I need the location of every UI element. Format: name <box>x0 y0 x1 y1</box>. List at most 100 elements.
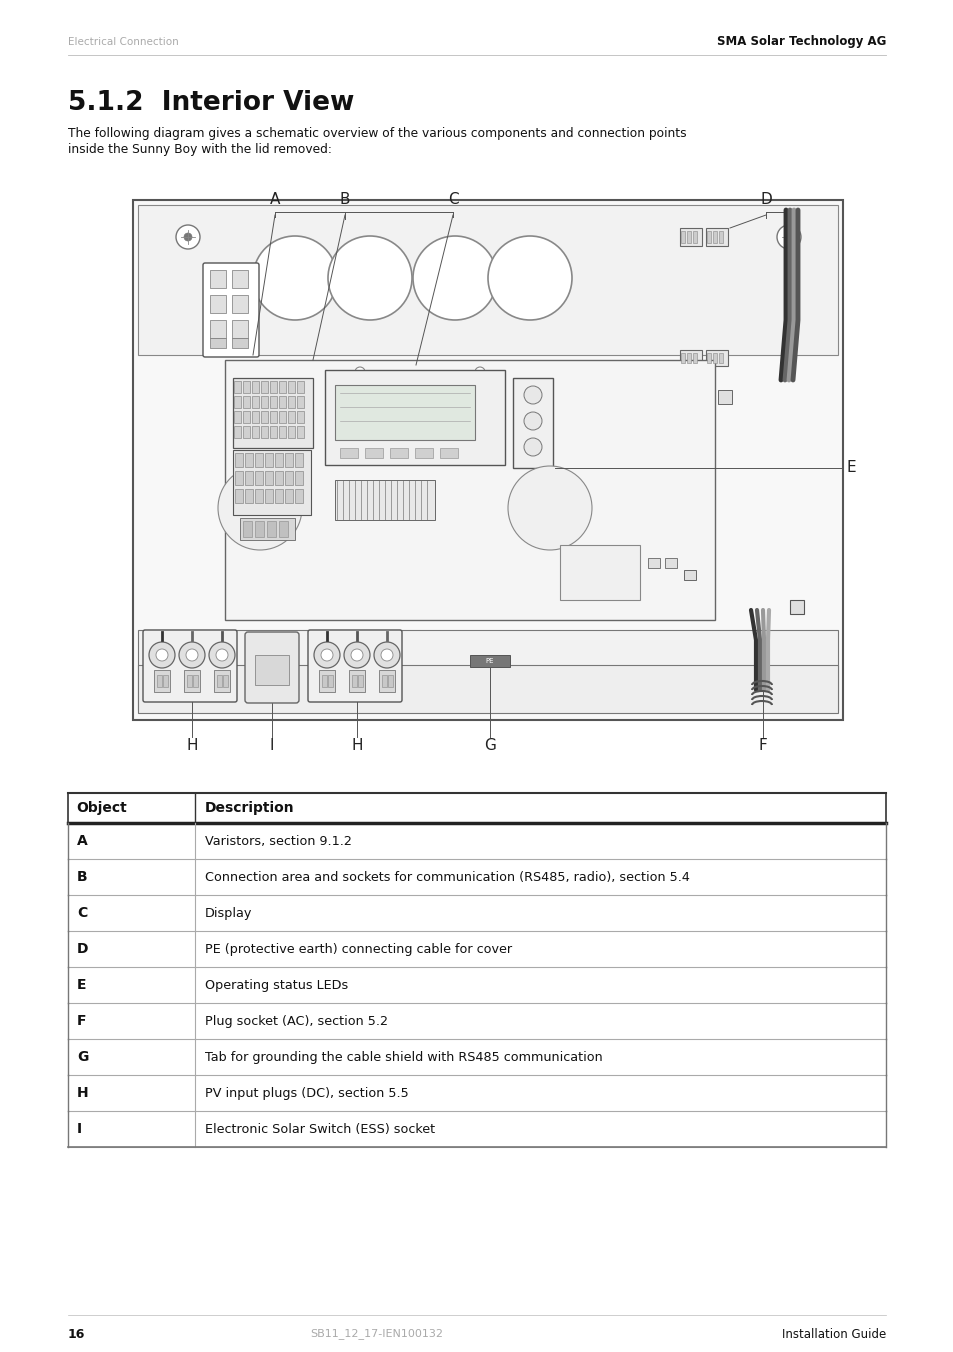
Circle shape <box>523 412 541 430</box>
Bar <box>270 411 276 423</box>
Circle shape <box>523 387 541 404</box>
Bar <box>233 411 241 423</box>
Bar <box>232 270 248 288</box>
Text: Tab for grounding the cable shield with RS485 communication: Tab for grounding the cable shield with … <box>205 1051 602 1064</box>
Bar <box>274 453 283 466</box>
Text: C: C <box>447 192 457 207</box>
Bar <box>513 379 553 468</box>
Circle shape <box>784 233 792 241</box>
Bar <box>470 654 510 667</box>
Text: G: G <box>483 737 496 753</box>
Bar <box>252 396 258 408</box>
Text: B: B <box>77 869 88 884</box>
Bar <box>233 379 313 448</box>
Bar <box>252 381 258 393</box>
Bar <box>288 426 294 438</box>
Bar <box>439 448 457 458</box>
Text: Operating status LEDs: Operating status LEDs <box>205 979 348 991</box>
Circle shape <box>175 224 200 249</box>
Circle shape <box>344 642 370 668</box>
Bar <box>288 411 294 423</box>
Bar <box>294 453 303 466</box>
Bar <box>647 558 659 568</box>
Text: SMA Solar Technology AG: SMA Solar Technology AG <box>716 35 885 49</box>
Bar <box>712 353 717 362</box>
Bar <box>296 381 304 393</box>
Bar <box>680 231 684 243</box>
Bar <box>274 470 283 485</box>
Bar <box>274 489 283 503</box>
Bar <box>265 470 273 485</box>
Bar <box>213 671 230 692</box>
Bar <box>245 470 253 485</box>
Bar <box>153 671 170 692</box>
Circle shape <box>523 438 541 456</box>
Bar <box>705 350 727 366</box>
Bar <box>294 489 303 503</box>
Bar <box>288 381 294 393</box>
Text: B: B <box>367 450 371 456</box>
Bar <box>234 453 243 466</box>
Text: B: B <box>416 450 420 456</box>
Bar <box>252 426 258 438</box>
Text: Connection area and sockets for communication (RS485, radio), section 5.4: Connection area and sockets for communic… <box>205 871 689 883</box>
Bar <box>270 426 276 438</box>
Bar <box>322 675 327 687</box>
Text: PE (protective earth) connecting cable for cover: PE (protective earth) connecting cable f… <box>205 942 512 956</box>
Circle shape <box>776 224 801 249</box>
Bar <box>285 489 293 503</box>
Circle shape <box>488 237 572 320</box>
Circle shape <box>475 366 484 377</box>
Bar <box>132 200 842 721</box>
Circle shape <box>215 649 228 661</box>
Bar <box>210 270 226 288</box>
Circle shape <box>413 237 497 320</box>
Circle shape <box>328 237 412 320</box>
Text: Installation Guide: Installation Guide <box>781 1328 885 1340</box>
Bar <box>718 389 731 404</box>
Bar <box>352 675 356 687</box>
Bar <box>245 489 253 503</box>
Bar <box>285 453 293 466</box>
Bar <box>415 448 433 458</box>
Bar <box>261 381 268 393</box>
Text: 16: 16 <box>68 1328 85 1340</box>
Text: I: I <box>270 737 274 753</box>
Bar <box>706 231 710 243</box>
Bar <box>210 295 226 314</box>
Bar <box>679 350 701 366</box>
Text: D: D <box>77 942 89 956</box>
Bar <box>270 396 276 408</box>
Text: A: A <box>392 450 395 456</box>
Text: B: B <box>339 192 350 207</box>
Bar <box>294 470 303 485</box>
Bar <box>706 353 710 362</box>
Circle shape <box>314 642 339 668</box>
Text: C: C <box>77 906 87 919</box>
Bar <box>349 671 365 692</box>
Bar <box>357 675 363 687</box>
Bar <box>232 338 248 347</box>
Bar <box>261 426 268 438</box>
Bar <box>390 448 408 458</box>
Text: E: E <box>77 977 87 992</box>
Text: F: F <box>77 1014 87 1028</box>
Bar <box>243 521 252 537</box>
Text: inside the Sunny Boy with the lid removed:: inside the Sunny Boy with the lid remove… <box>68 142 332 155</box>
Bar <box>243 411 250 423</box>
Text: 5.1.2  Interior View: 5.1.2 Interior View <box>68 91 354 116</box>
Bar <box>705 228 727 246</box>
Text: Object: Object <box>76 800 127 815</box>
Circle shape <box>380 649 393 661</box>
Circle shape <box>253 237 336 320</box>
Bar <box>381 675 387 687</box>
Bar <box>252 411 258 423</box>
Text: H: H <box>77 1086 89 1101</box>
FancyBboxPatch shape <box>143 630 236 702</box>
Bar <box>233 450 311 515</box>
Bar <box>296 396 304 408</box>
Bar <box>719 353 722 362</box>
Text: Varistors, section 9.1.2: Varistors, section 9.1.2 <box>205 834 352 848</box>
Bar <box>267 521 275 537</box>
Text: Electronic Solar Switch (ESS) socket: Electronic Solar Switch (ESS) socket <box>205 1122 435 1136</box>
